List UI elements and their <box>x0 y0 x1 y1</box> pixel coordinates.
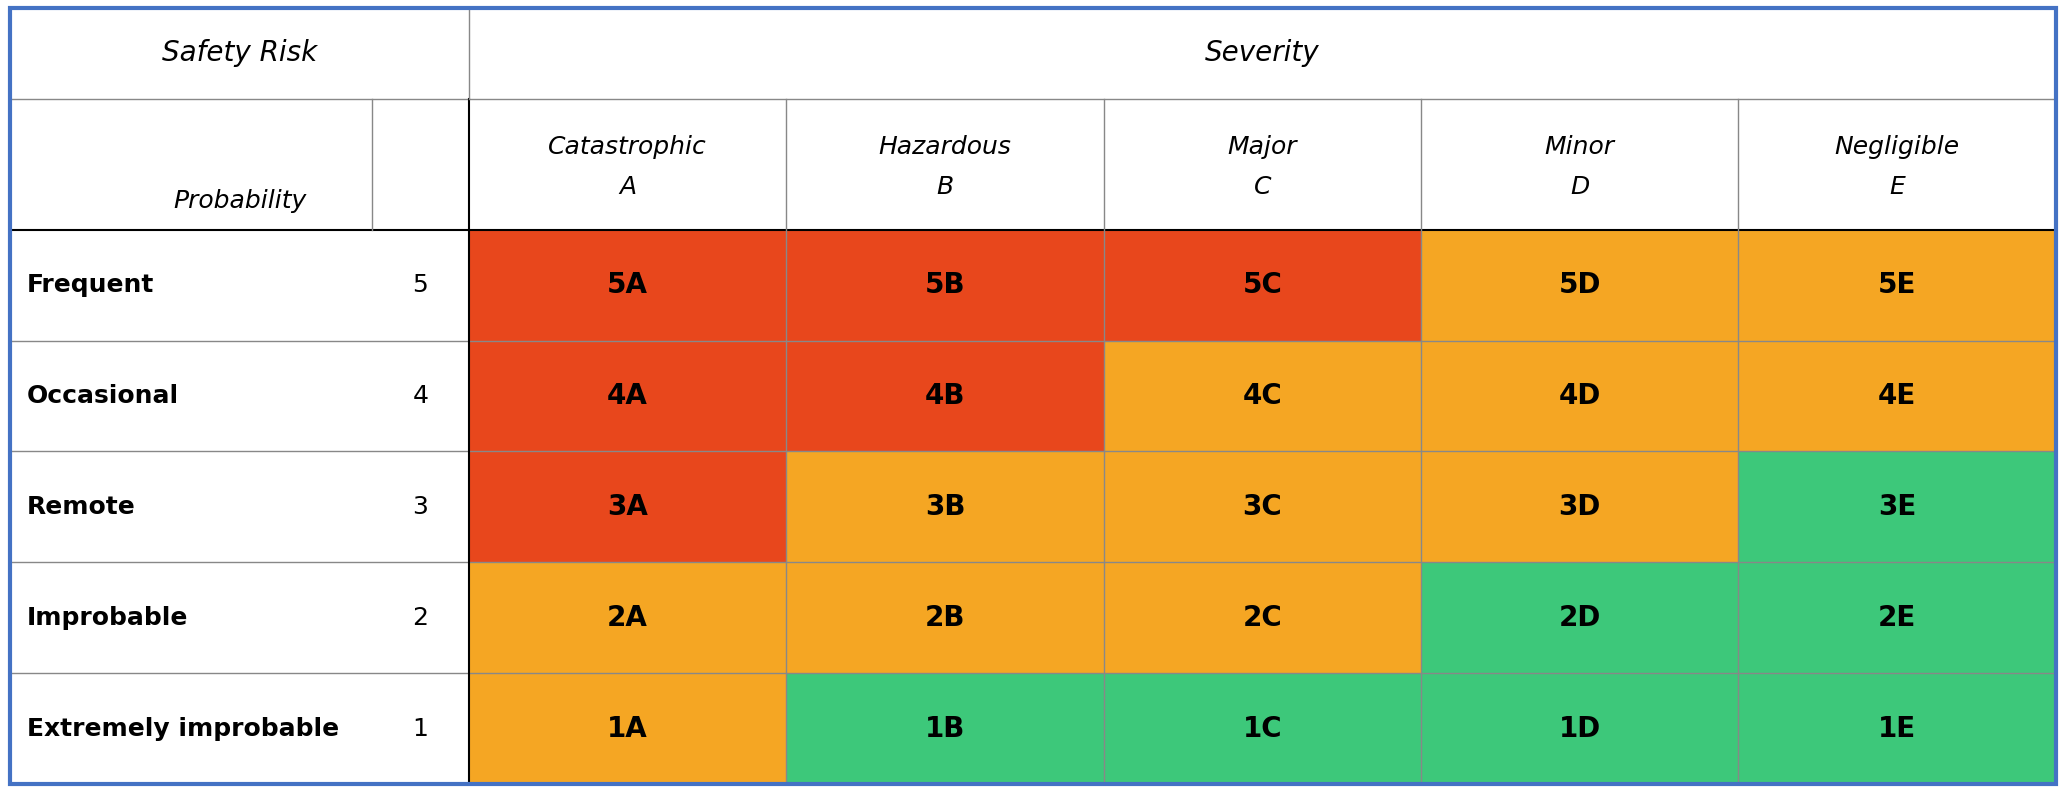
Text: Improbable: Improbable <box>27 606 188 630</box>
Text: 5A: 5A <box>607 271 649 299</box>
Bar <box>1421 230 1738 341</box>
Text: 1E: 1E <box>1878 714 1915 743</box>
Text: 4E: 4E <box>1878 382 1915 410</box>
Text: 3E: 3E <box>1878 493 1915 521</box>
Text: 4D: 4D <box>1558 382 1601 410</box>
Text: Hazardous: Hazardous <box>878 135 1012 159</box>
Bar <box>787 341 1103 451</box>
Text: Catastrophic: Catastrophic <box>547 135 707 159</box>
Bar <box>787 673 1103 784</box>
Text: Extremely improbable: Extremely improbable <box>27 717 339 741</box>
Bar <box>1421 673 1738 784</box>
Bar <box>1103 673 1421 784</box>
Text: Negligible: Negligible <box>1835 135 1959 159</box>
Text: 1D: 1D <box>1558 714 1601 743</box>
Bar <box>469 451 787 562</box>
Text: 2: 2 <box>413 606 428 630</box>
Text: D: D <box>1570 174 1589 199</box>
Text: 3B: 3B <box>926 493 965 521</box>
Bar <box>1738 341 2056 451</box>
Bar <box>787 562 1103 673</box>
Bar <box>1738 562 2056 673</box>
Text: Frequent: Frequent <box>27 273 155 297</box>
Text: 4A: 4A <box>607 382 649 410</box>
Text: 5C: 5C <box>1242 271 1283 299</box>
Text: Probability: Probability <box>174 189 306 213</box>
Bar <box>787 451 1103 562</box>
Text: 2C: 2C <box>1242 604 1283 632</box>
Text: Minor: Minor <box>1545 135 1616 159</box>
Text: A: A <box>620 174 636 199</box>
Bar <box>787 230 1103 341</box>
Text: 5D: 5D <box>1558 271 1601 299</box>
Bar <box>469 230 787 341</box>
Bar <box>469 562 787 673</box>
Text: Safety Risk: Safety Risk <box>161 40 318 67</box>
Text: 1A: 1A <box>607 714 649 743</box>
Text: 3C: 3C <box>1242 493 1283 521</box>
Text: 2D: 2D <box>1558 604 1601 632</box>
Text: Occasional: Occasional <box>27 384 180 408</box>
Text: C: C <box>1254 174 1271 199</box>
Text: E: E <box>1888 174 1905 199</box>
Text: 4B: 4B <box>926 382 965 410</box>
Text: 2E: 2E <box>1878 604 1915 632</box>
Text: 4: 4 <box>413 384 428 408</box>
Text: Major: Major <box>1227 135 1297 159</box>
Text: B: B <box>936 174 954 199</box>
Bar <box>1738 230 2056 341</box>
Text: 3: 3 <box>413 495 428 519</box>
Text: 1B: 1B <box>926 714 965 743</box>
Bar <box>1421 451 1738 562</box>
Text: 2A: 2A <box>607 604 649 632</box>
Text: 2B: 2B <box>926 604 965 632</box>
Text: 5E: 5E <box>1878 271 1915 299</box>
Text: Severity: Severity <box>1204 40 1320 67</box>
Bar <box>1738 673 2056 784</box>
Bar <box>469 673 787 784</box>
Text: 5B: 5B <box>926 271 965 299</box>
Bar <box>1103 451 1421 562</box>
Text: Remote: Remote <box>27 495 136 519</box>
Bar <box>1738 451 2056 562</box>
Text: 1: 1 <box>413 717 428 741</box>
Text: 1C: 1C <box>1242 714 1283 743</box>
Bar <box>1103 230 1421 341</box>
Bar <box>1103 562 1421 673</box>
Text: 5: 5 <box>413 273 428 297</box>
Text: 4C: 4C <box>1242 382 1283 410</box>
Text: 3D: 3D <box>1558 493 1601 521</box>
Text: 3A: 3A <box>607 493 649 521</box>
Bar <box>1421 562 1738 673</box>
Bar <box>469 341 787 451</box>
Bar <box>1421 341 1738 451</box>
Bar <box>1103 341 1421 451</box>
